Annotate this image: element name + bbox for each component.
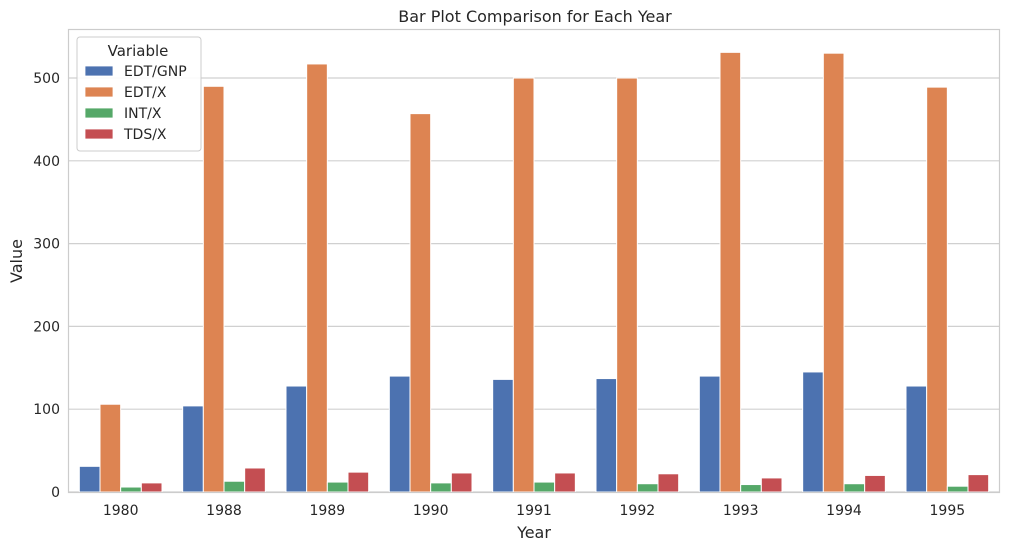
y-tick-label: 300 — [33, 237, 60, 253]
bar — [140, 482, 163, 493]
legend-swatch — [84, 65, 114, 77]
bar — [760, 477, 783, 493]
legend-entry: INT/X — [124, 106, 162, 122]
bar — [285, 385, 308, 493]
plot-frame — [67, 28, 1001, 494]
x-tick-label: 1995 — [930, 503, 966, 519]
bar — [967, 474, 990, 493]
legend-swatch — [84, 107, 114, 119]
legend-entry: TDS/X — [123, 127, 167, 143]
x-tick-label: 1991 — [516, 503, 552, 519]
legend-entry: EDT/GNP — [124, 64, 187, 80]
bar — [326, 481, 349, 493]
bar — [347, 471, 370, 493]
bar — [946, 485, 969, 493]
legend-entry: EDT/X — [124, 85, 167, 101]
bar — [533, 481, 556, 493]
x-tick-label: 1990 — [413, 503, 449, 519]
bar — [388, 375, 411, 493]
legend-box — [76, 36, 202, 152]
bar — [120, 486, 142, 493]
bar — [802, 371, 824, 493]
bar — [616, 77, 638, 493]
bar — [223, 480, 246, 493]
bar — [182, 405, 204, 493]
legend-swatch — [84, 86, 114, 98]
chart-title: Bar Plot Comparison for Each Year — [398, 7, 672, 26]
bar — [78, 465, 101, 493]
bar — [306, 63, 328, 493]
bar — [99, 403, 122, 493]
bar — [450, 472, 473, 493]
y-tick-labels: 0 100 200 300 400 500 — [33, 71, 60, 501]
legend: Variable EDT/GNP EDT/X INT/X TDS/X — [76, 36, 202, 152]
bar — [636, 483, 659, 493]
bar — [244, 467, 266, 493]
y-tick-label: 200 — [33, 319, 60, 335]
bar — [822, 52, 845, 493]
y-tick-label: 0 — [51, 485, 60, 501]
y-tick-label: 100 — [33, 402, 60, 418]
bar — [843, 483, 866, 493]
bar — [512, 77, 535, 493]
bar — [905, 385, 928, 493]
legend-title: Variable — [108, 42, 169, 60]
bar — [202, 85, 225, 493]
x-tick-label: 1992 — [620, 503, 656, 519]
x-axis-label: Year — [516, 523, 551, 542]
bar — [740, 484, 762, 493]
bar — [595, 378, 618, 493]
legend-swatch — [84, 128, 114, 140]
bars-group — [78, 51, 990, 493]
x-tick-labels: 1980 1988 1989 1990 1991 1992 1993 1994 1995 — [103, 503, 965, 519]
y-axis-label: Value — [7, 239, 26, 283]
bar — [430, 482, 452, 493]
bar — [698, 375, 721, 493]
y-tick-label: 400 — [33, 154, 60, 170]
bar — [657, 473, 680, 493]
x-tick-label: 1980 — [103, 503, 139, 519]
bar — [492, 378, 514, 493]
bar — [864, 474, 886, 493]
bar — [719, 51, 742, 493]
bar — [409, 113, 432, 493]
x-tick-label: 1993 — [723, 503, 759, 519]
bar — [926, 86, 948, 493]
y-tick-label: 500 — [33, 71, 60, 87]
bar — [554, 472, 576, 493]
x-tick-label: 1988 — [206, 503, 242, 519]
x-tick-label: 1994 — [826, 503, 862, 519]
x-tick-label: 1989 — [310, 503, 346, 519]
